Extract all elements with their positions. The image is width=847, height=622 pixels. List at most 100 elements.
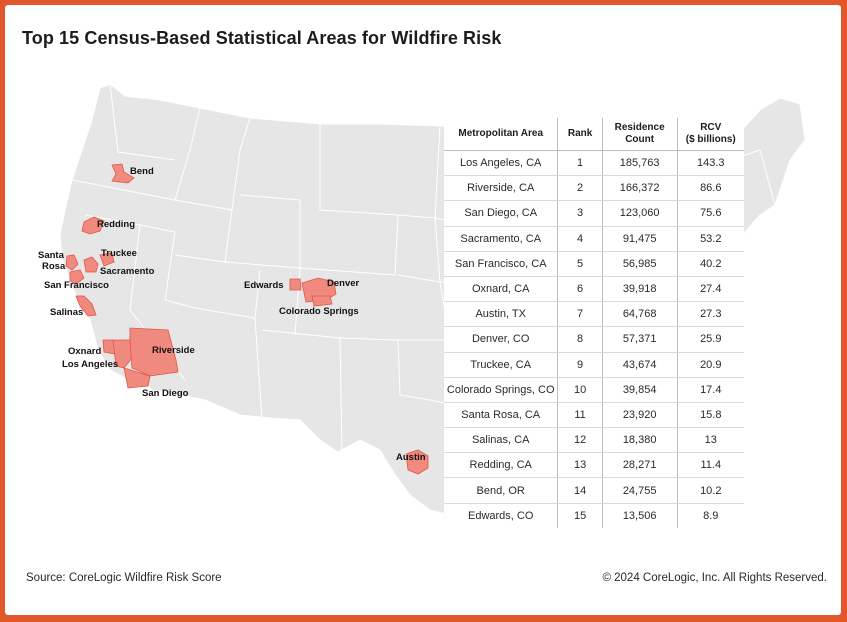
cell-rcv: 86.6	[677, 175, 744, 202]
cell-residence-count: 18,380	[602, 427, 678, 454]
cell-metro: Los Angeles, CA	[444, 150, 559, 177]
cell-rcv: 17.4	[677, 377, 744, 403]
cell-rank: 11	[557, 402, 603, 429]
cell-metro: Sacramento, CA	[444, 226, 559, 252]
table-row: Salinas, CA 12 18,380 13	[444, 427, 744, 454]
cell-metro: Oxnard, CA	[444, 276, 559, 303]
label-redding: Redding	[97, 219, 135, 230]
table-row: Truckee, CA 9 43,674 20.9	[444, 352, 744, 378]
cell-metro: Denver, CO	[444, 326, 559, 353]
cell-rank: 8	[557, 326, 603, 353]
cell-rank: 2	[557, 175, 603, 202]
area-edwards	[289, 278, 302, 291]
table-header-row: Metropolitan Area Rank Residence Count R…	[444, 118, 744, 151]
table-row: Bend, OR 14 24,755 10.2	[444, 477, 744, 504]
cell-rcv: 53.2	[677, 226, 744, 252]
table-row: Denver, CO 8 57,371 25.9	[444, 326, 744, 353]
label-santa: Santa	[38, 250, 65, 261]
label-salinas: Salinas	[50, 307, 83, 318]
area-colorado-springs	[311, 295, 333, 307]
table-row: Colorado Springs, CO 10 39,854 17.4	[444, 377, 744, 403]
area-san-francisco	[69, 269, 85, 285]
area-san-diego	[123, 367, 151, 389]
cell-metro: San Francisco, CA	[444, 251, 559, 277]
label-oxnard: Oxnard	[68, 346, 101, 357]
label-riverside: Riverside	[152, 345, 195, 356]
cell-residence-count: 23,920	[602, 402, 678, 429]
cell-rank: 9	[557, 352, 603, 378]
cell-residence-count: 56,985	[602, 251, 678, 277]
label-colorado-springs: Colorado Springs	[279, 306, 359, 317]
label-rosa: Rosa	[42, 261, 66, 272]
cell-rank: 4	[557, 226, 603, 252]
cell-metro: Salinas, CA	[444, 427, 559, 454]
cell-residence-count: 39,918	[602, 276, 678, 303]
area-bend	[111, 163, 135, 184]
table-row: Redding, CA 13 28,271 11.4	[444, 452, 744, 479]
area-salinas	[75, 295, 97, 317]
wildfire-areas	[65, 163, 429, 475]
cell-metro: Edwards, CO	[444, 503, 559, 528]
cell-rcv: 75.6	[677, 200, 744, 227]
copyright-note: © 2024 CoreLogic, Inc. All Rights Reserv…	[602, 572, 827, 584]
header-rcv: RCV ($ billions)	[677, 118, 744, 151]
header-residence-count: Residence Count	[602, 118, 678, 151]
label-san-francisco: San Francisco	[44, 280, 109, 291]
rankings-table: Metropolitan Area Rank Residence Count R…	[444, 118, 744, 528]
label-los-angeles: Los Angeles	[62, 359, 118, 370]
cell-residence-count: 39,854	[602, 377, 678, 403]
table-row: Los Angeles, CA 1 185,763 143.3	[444, 150, 744, 177]
cell-rcv: 143.3	[677, 150, 744, 177]
cell-rcv: 8.9	[703, 509, 719, 522]
area-redding	[81, 216, 105, 235]
cell-metro: Riverside, CA	[444, 175, 559, 202]
label-edwards: Edwards	[244, 280, 284, 291]
cell-metro: Redding, CA	[444, 452, 559, 479]
cell-rcv: 10.2	[677, 477, 744, 504]
cell-metro: San Diego, CA	[444, 200, 559, 227]
cell-rcv: 27.3	[677, 301, 744, 328]
cell-rcv: 13	[677, 427, 744, 454]
area-los-angeles	[112, 339, 133, 369]
cell-metro: Bend, OR	[444, 477, 559, 504]
label-bend: Bend	[130, 166, 154, 177]
cell-residence-count: 91,475	[602, 226, 678, 252]
area-truckee	[99, 252, 115, 267]
area-santa-rosa	[65, 254, 79, 271]
table-row: Riverside, CA 2 166,372 86.6	[444, 175, 744, 202]
cell-rank: 7	[557, 301, 603, 328]
table-row: Santa Rosa, CA 11 23,920 15.8	[444, 402, 744, 429]
cell-rcv: 27.4	[677, 276, 744, 303]
header-metro: Metropolitan Area	[444, 118, 559, 151]
cell-rank: 1	[557, 150, 603, 177]
cell-residence-count: 57,371	[602, 326, 678, 353]
cell-rank: 6	[557, 276, 603, 303]
cell-rcv: 20.9	[677, 352, 744, 378]
cell-rcv: 40.2	[677, 251, 744, 277]
area-sacramento	[83, 256, 99, 273]
cell-rcv: 11.4	[677, 452, 744, 479]
cell-rank: 12	[557, 427, 603, 454]
table-row: San Diego, CA 3 123,060 75.6	[444, 200, 744, 227]
cell-metro: Truckee, CA	[444, 352, 559, 378]
table-row: Edwards, CO 15 13,506 8.9	[444, 503, 744, 528]
cell-metro: Colorado Springs, CO	[444, 377, 559, 403]
rankings-table-container: Metropolitan Area Rank Residence Count R…	[444, 118, 744, 528]
table-row: San Francisco, CA 5 56,985 40.2	[444, 251, 744, 277]
cell-residence-count: 43,674	[602, 352, 678, 378]
label-austin: Austin	[396, 452, 426, 463]
header-residence-line2: Count	[625, 134, 655, 145]
cell-rcv: 25.9	[677, 326, 744, 353]
cell-residence-count: 24,755	[602, 477, 678, 504]
header-residence-line1: Residence	[614, 122, 665, 133]
map-labels: Bend Redding Santa Rosa Truckee Sacramen…	[38, 166, 426, 463]
cell-rank: 10	[557, 377, 603, 403]
cell-rank: 3	[557, 200, 603, 227]
label-san-diego: San Diego	[142, 388, 189, 399]
cell-metro: Austin, TX	[444, 301, 559, 328]
label-denver: Denver	[327, 278, 360, 289]
area-riverside	[129, 327, 179, 377]
page-title: Top 15 Census-Based Statistical Areas fo…	[22, 28, 502, 48]
cell-residence-count: 13,506	[602, 503, 678, 528]
table-row: Austin, TX 7 64,768 27.3	[444, 301, 744, 328]
